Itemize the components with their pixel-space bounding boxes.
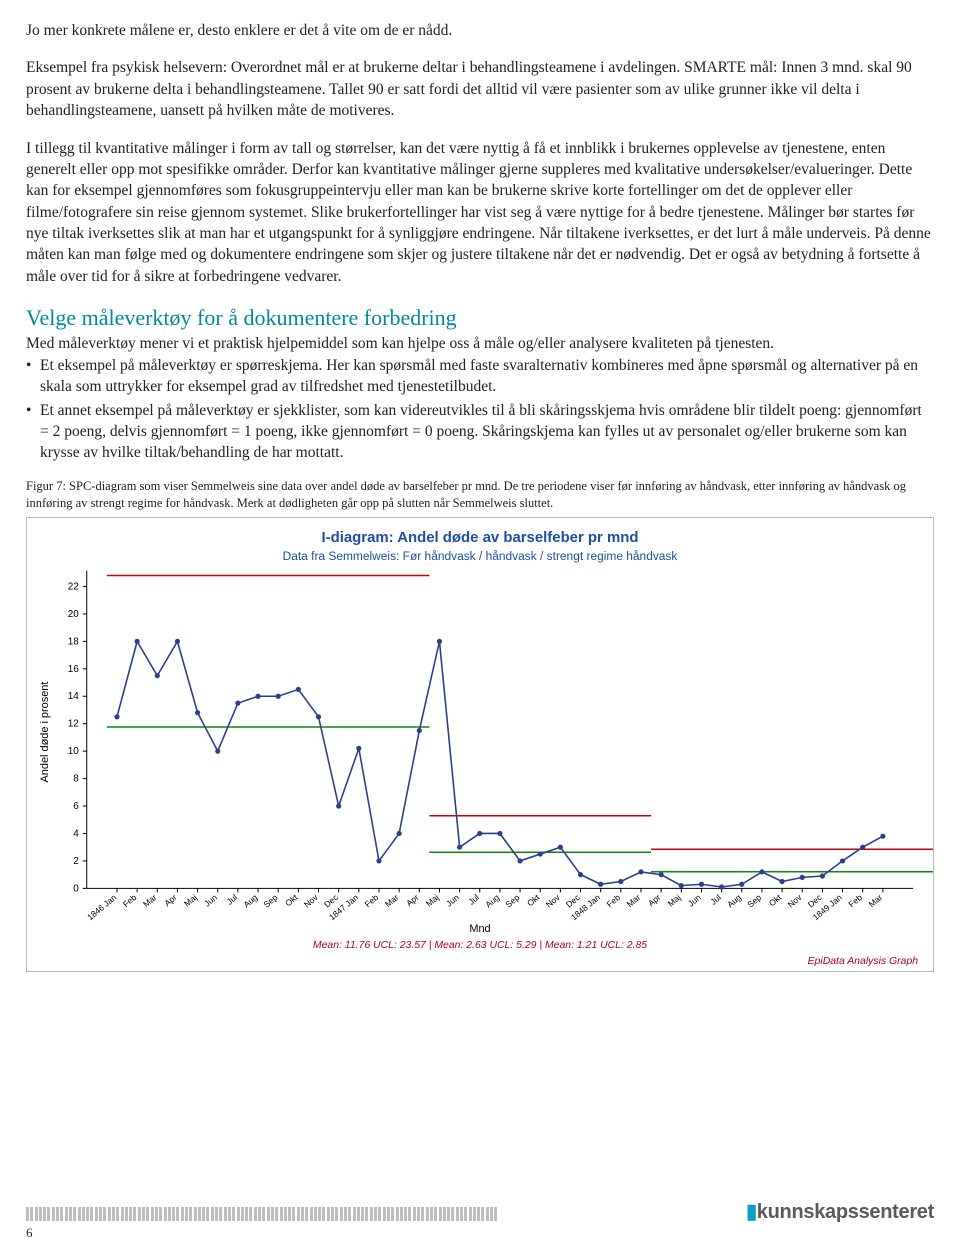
svg-text:Jun: Jun bbox=[686, 892, 703, 909]
svg-text:Maj: Maj bbox=[182, 893, 199, 909]
svg-text:1846 Jan: 1846 Jan bbox=[85, 892, 118, 922]
chart-credit: EpiData Analysis Graph bbox=[808, 957, 919, 968]
svg-text:Maj: Maj bbox=[424, 893, 441, 909]
svg-text:2: 2 bbox=[73, 856, 79, 867]
svg-text:Aug: Aug bbox=[241, 892, 259, 910]
svg-text:Maj: Maj bbox=[666, 893, 683, 909]
x-axis-label: Mnd bbox=[469, 924, 490, 936]
list-item-1: Et eksempel på måleverktøy er spørreskje… bbox=[26, 355, 934, 398]
svg-text:Mar: Mar bbox=[141, 893, 159, 910]
svg-text:14: 14 bbox=[68, 692, 80, 703]
logo: ▮kunnskapssenteret bbox=[746, 1199, 934, 1224]
svg-text:Mar: Mar bbox=[625, 893, 643, 910]
svg-text:Mar: Mar bbox=[867, 893, 885, 910]
svg-text:12: 12 bbox=[68, 719, 80, 730]
figure-caption: Figur 7: SPC-diagram som viser Semmelwei… bbox=[26, 478, 934, 512]
svg-text:4: 4 bbox=[73, 829, 79, 840]
svg-text:Aug: Aug bbox=[725, 892, 743, 910]
spc-chart: I-diagram: Andel døde av barselfeber pr … bbox=[26, 517, 934, 972]
svg-text:Apr: Apr bbox=[646, 893, 663, 909]
svg-text:8: 8 bbox=[73, 774, 79, 785]
svg-text:Feb: Feb bbox=[846, 892, 864, 909]
svg-text:Apr: Apr bbox=[404, 893, 421, 909]
svg-text:Jul: Jul bbox=[466, 893, 481, 908]
svg-text:Sep: Sep bbox=[262, 892, 280, 910]
svg-text:16: 16 bbox=[68, 664, 80, 675]
svg-text:Aug: Aug bbox=[483, 892, 501, 910]
chart-title: I-diagram: Andel døde av barselfeber pr … bbox=[321, 529, 638, 546]
chart-stats: Mean: 11.76 UCL: 23.57 | Mean: 2.63 UCL:… bbox=[313, 941, 647, 952]
paragraph-example: Eksempel fra psykisk helsevern: Overordn… bbox=[26, 57, 934, 121]
page-number: 6 bbox=[26, 1225, 33, 1241]
svg-text:22: 22 bbox=[68, 582, 80, 593]
section-heading: Velge måleverktøy for å dokumentere forb… bbox=[26, 303, 934, 333]
svg-text:Nov: Nov bbox=[786, 892, 805, 910]
footer-stripes bbox=[26, 1207, 506, 1221]
paragraph-qualitative: I tillegg til kvantitative målinger i fo… bbox=[26, 138, 934, 288]
paragraph-tools-intro: Med måleverktøy mener vi et praktisk hje… bbox=[26, 333, 934, 354]
svg-text:Jul: Jul bbox=[224, 893, 239, 908]
svg-text:Feb: Feb bbox=[605, 892, 623, 909]
svg-text:Sep: Sep bbox=[745, 892, 763, 910]
svg-text:6: 6 bbox=[73, 802, 79, 813]
svg-text:Nov: Nov bbox=[302, 892, 321, 910]
svg-text:Mar: Mar bbox=[383, 893, 401, 910]
svg-text:Feb: Feb bbox=[121, 892, 139, 909]
svg-text:Jul: Jul bbox=[708, 893, 723, 908]
svg-text:Nov: Nov bbox=[544, 892, 563, 910]
svg-text:Feb: Feb bbox=[363, 892, 381, 909]
svg-text:Apr: Apr bbox=[162, 893, 179, 909]
y-axis-label: Andel døde i prosent bbox=[39, 682, 51, 783]
svg-text:Okt: Okt bbox=[767, 892, 784, 909]
svg-text:Okt: Okt bbox=[525, 892, 542, 909]
chart-subtitle: Data fra Semmelweis: Før håndvask / hånd… bbox=[283, 549, 678, 563]
svg-text:10: 10 bbox=[68, 747, 80, 758]
svg-text:Jun: Jun bbox=[202, 892, 219, 909]
svg-text:0: 0 bbox=[73, 884, 79, 895]
paragraph-intro: Jo mer konkrete målene er, desto enklere… bbox=[26, 20, 934, 41]
svg-text:Okt: Okt bbox=[283, 892, 300, 909]
chart-svg: I-diagram: Andel døde av barselfeber pr … bbox=[27, 518, 933, 971]
svg-text:18: 18 bbox=[68, 637, 80, 648]
page-footer: ▮kunnskapssenteret 6 bbox=[26, 1207, 934, 1241]
svg-text:Jun: Jun bbox=[444, 892, 461, 909]
svg-text:Sep: Sep bbox=[503, 892, 521, 910]
list-item-2: Et annet eksempel på måleverktøy er sjek… bbox=[26, 400, 934, 464]
svg-text:20: 20 bbox=[68, 609, 80, 620]
